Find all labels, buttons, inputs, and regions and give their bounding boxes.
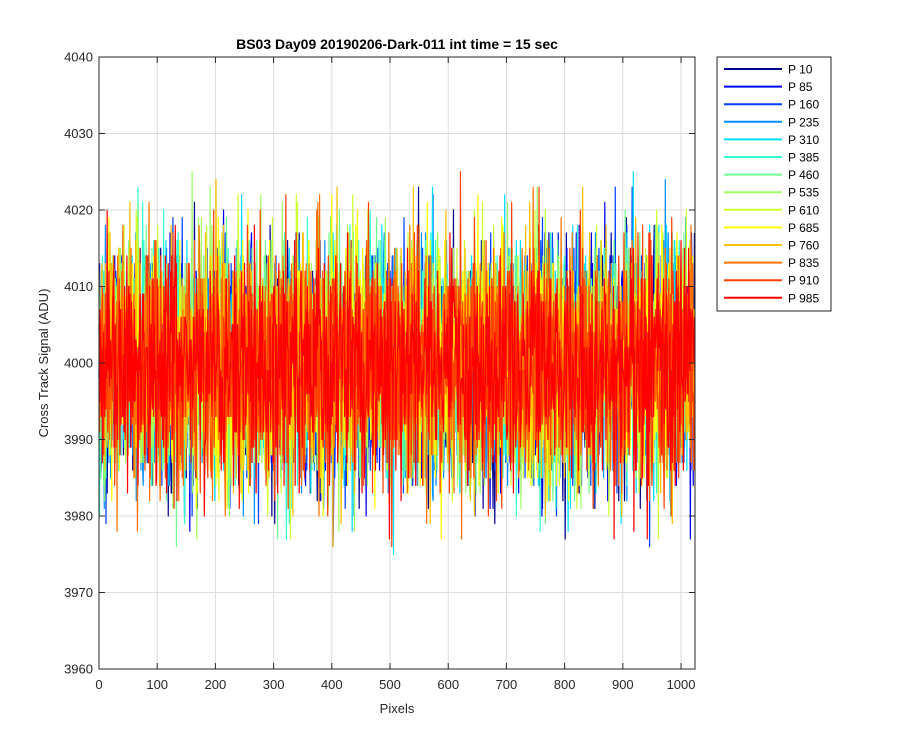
legend-label: P 835 <box>788 256 819 270</box>
legend-label: P 310 <box>788 133 819 147</box>
series-lines <box>98 171 696 555</box>
x-tick-label: 400 <box>321 677 343 692</box>
series-line <box>98 209 696 540</box>
x-tick-label: 100 <box>146 677 168 692</box>
legend-label: P 460 <box>788 168 819 182</box>
legend-label: P 910 <box>788 274 819 288</box>
y-axis-label: Cross Track Signal (ADU) <box>36 289 51 438</box>
x-tick-labels: 0 100 200 300 400 500 600 700 800 900 1000 <box>95 677 695 692</box>
legend-label: P 985 <box>788 291 819 305</box>
legend-label: P 85 <box>788 80 813 94</box>
y-tick-label: 3970 <box>64 585 93 600</box>
x-tick-label: 800 <box>554 677 576 692</box>
legend-label: P 385 <box>788 151 819 165</box>
x-tick-label: 500 <box>379 677 401 692</box>
x-tick-label: 700 <box>496 677 518 692</box>
x-tick-label: 1000 <box>667 677 696 692</box>
legend-label: P 160 <box>788 98 819 112</box>
x-tick-label: 900 <box>612 677 634 692</box>
legend-label: P 235 <box>788 115 819 129</box>
y-tick-label: 3960 <box>64 662 93 677</box>
axis-ticks <box>98 56 695 670</box>
y-tick-labels: 3960 3970 3980 3990 4000 4010 4020 4030 4040 <box>64 50 93 677</box>
legend-items: P 10 P 85 P 160 P 235 P 310 P 385 P 460 P 535 P … <box>724 63 819 305</box>
y-tick-label: 4040 <box>64 50 93 65</box>
legend-label: P 535 <box>788 186 819 200</box>
y-tick-label: 4020 <box>64 203 93 218</box>
x-tick-label: 0 <box>95 677 102 692</box>
legend-label: P 685 <box>788 221 819 235</box>
x-tick-label: 600 <box>437 677 459 692</box>
y-tick-label: 4030 <box>64 126 93 141</box>
y-tick-label: 4010 <box>64 279 93 294</box>
legend-label: P 610 <box>788 203 819 217</box>
legend: P 10 P 85 P 160 P 235 P 310 P 385 P 460 P 535 P … <box>716 56 832 312</box>
legend-box <box>716 56 832 312</box>
legend-label: P 10 <box>788 63 813 77</box>
chart-title: BS03 Day09 20190206-Dark-011 int time = … <box>236 36 558 52</box>
y-tick-label: 3990 <box>64 432 93 447</box>
x-tick-label: 200 <box>205 677 227 692</box>
x-axis-label: Pixels <box>380 701 415 716</box>
y-tick-label: 3980 <box>64 509 93 524</box>
legend-label: P 760 <box>788 239 819 253</box>
y-tick-label: 4000 <box>64 356 93 371</box>
x-tick-label: 300 <box>263 677 285 692</box>
